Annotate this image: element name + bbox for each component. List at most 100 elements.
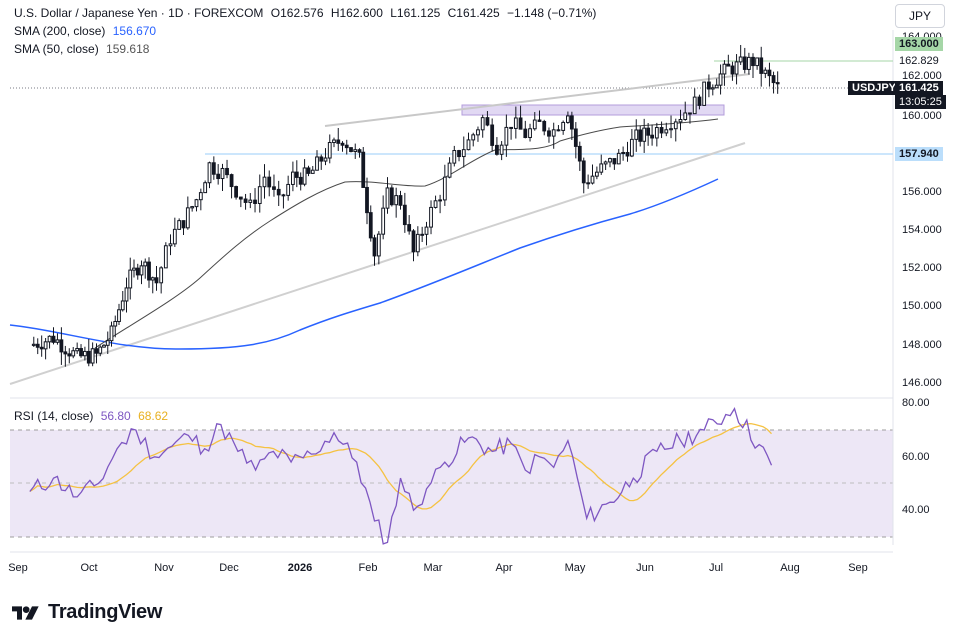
candle-body[interactable] xyxy=(150,277,155,281)
candle-body[interactable] xyxy=(447,162,452,178)
candle-body[interactable] xyxy=(566,115,570,123)
candle-body[interactable] xyxy=(485,117,490,126)
tradingview-brand[interactable]: TradingView xyxy=(12,601,162,624)
candle-body[interactable] xyxy=(612,158,617,165)
candle-body[interactable] xyxy=(372,237,377,257)
candle-body[interactable] xyxy=(102,344,106,348)
candle-body[interactable] xyxy=(420,233,425,236)
candle-body[interactable] xyxy=(634,129,639,140)
candle-body[interactable] xyxy=(532,119,537,130)
candle-body[interactable] xyxy=(402,204,407,226)
candle-body[interactable] xyxy=(225,167,229,176)
candle-body[interactable] xyxy=(755,57,760,67)
candle-body[interactable] xyxy=(394,195,399,206)
candle-body[interactable] xyxy=(442,176,447,201)
candle-body[interactable] xyxy=(590,175,595,184)
candle-body[interactable] xyxy=(471,134,476,141)
candle-body[interactable] xyxy=(438,199,443,202)
candle-body[interactable] xyxy=(51,335,56,343)
rsi-line[interactable] xyxy=(29,407,773,545)
candle-body[interactable] xyxy=(389,187,394,206)
candle-body[interactable] xyxy=(518,117,523,130)
candle-body[interactable] xyxy=(281,194,286,197)
candle-body[interactable] xyxy=(63,351,68,355)
sma200-legend[interactable]: SMA (200, close) 156.670 xyxy=(14,24,156,38)
candle-body[interactable] xyxy=(678,118,683,123)
candle-body[interactable] xyxy=(424,226,429,235)
candle-body[interactable] xyxy=(94,348,99,354)
candle-body[interactable] xyxy=(718,73,723,86)
candle-body[interactable] xyxy=(294,171,299,178)
candle-body[interactable] xyxy=(537,119,542,122)
candle-body[interactable] xyxy=(452,150,457,164)
candle-body[interactable] xyxy=(315,156,319,171)
lower-trendline[interactable] xyxy=(9,142,746,385)
candle-body[interactable] xyxy=(120,300,125,311)
candle-body[interactable] xyxy=(415,233,420,253)
candle-body[interactable] xyxy=(457,150,461,158)
candle-body[interactable] xyxy=(168,243,173,247)
candle-body[interactable] xyxy=(569,115,574,130)
candle-body[interactable] xyxy=(361,151,366,188)
candle-body[interactable] xyxy=(243,198,248,203)
candle-body[interactable] xyxy=(286,183,291,196)
candle-body[interactable] xyxy=(332,139,336,144)
candle-body[interactable] xyxy=(105,340,110,346)
candle-body[interactable] xyxy=(398,195,403,206)
candle-body[interactable] xyxy=(39,346,44,350)
candle-body[interactable] xyxy=(775,82,780,85)
candle-body[interactable] xyxy=(376,233,381,257)
candle-body[interactable] xyxy=(621,151,626,154)
candle-body[interactable] xyxy=(75,348,80,352)
candle-body[interactable] xyxy=(616,152,621,165)
candle-body[interactable] xyxy=(714,84,719,89)
candle-body[interactable] xyxy=(113,320,118,327)
rsi-ma-line[interactable] xyxy=(29,422,772,510)
candle-body[interactable] xyxy=(298,176,303,185)
candle-body[interactable] xyxy=(466,139,471,151)
candle-body[interactable] xyxy=(319,156,324,162)
candle-body[interactable] xyxy=(310,169,315,174)
candle-body[interactable] xyxy=(353,149,358,153)
candle-body[interactable] xyxy=(594,171,599,177)
candle-body[interactable] xyxy=(509,126,514,129)
candle-body[interactable] xyxy=(461,149,466,158)
candle-body[interactable] xyxy=(730,65,735,75)
candle-body[interactable] xyxy=(561,121,566,131)
candle-body[interactable] xyxy=(98,346,103,354)
candle-body[interactable] xyxy=(504,126,509,146)
candle-body[interactable] xyxy=(139,265,144,276)
candle-body[interactable] xyxy=(368,212,373,239)
candle-body[interactable] xyxy=(722,63,727,75)
candle-body[interactable] xyxy=(203,182,208,194)
candle-body[interactable] xyxy=(35,343,40,348)
candle-body[interactable] xyxy=(83,350,87,357)
candle-body[interactable] xyxy=(216,173,221,180)
candle-body[interactable] xyxy=(190,206,195,209)
candle-body[interactable] xyxy=(177,220,182,230)
candle-body[interactable] xyxy=(340,142,345,146)
candle-body[interactable] xyxy=(336,139,341,144)
candle-body[interactable] xyxy=(86,350,91,364)
candle-body[interactable] xyxy=(490,124,495,146)
candle-body[interactable] xyxy=(229,174,234,188)
candle-body[interactable] xyxy=(79,348,83,357)
candle-body[interactable] xyxy=(159,267,164,284)
candle-body[interactable] xyxy=(172,228,177,245)
candle-body[interactable] xyxy=(276,188,281,196)
sma50-line[interactable] xyxy=(94,118,719,349)
candle-body[interactable] xyxy=(291,171,295,185)
candle-body[interactable] xyxy=(302,167,307,185)
candle-body[interactable] xyxy=(357,149,362,153)
candle-body[interactable] xyxy=(365,186,369,214)
candle-body[interactable] xyxy=(692,96,697,115)
candle-body[interactable] xyxy=(659,127,664,134)
symbol-legend[interactable]: U.S. Dollar / Japanese Yen · 1D · FOREXC… xyxy=(14,6,596,20)
candle-body[interactable] xyxy=(763,69,768,74)
candle-body[interactable] xyxy=(257,186,262,204)
candle-body[interactable] xyxy=(124,287,129,302)
candle-body[interactable] xyxy=(55,339,60,343)
candle-body[interactable] xyxy=(47,335,52,343)
candle-body[interactable] xyxy=(495,144,499,155)
